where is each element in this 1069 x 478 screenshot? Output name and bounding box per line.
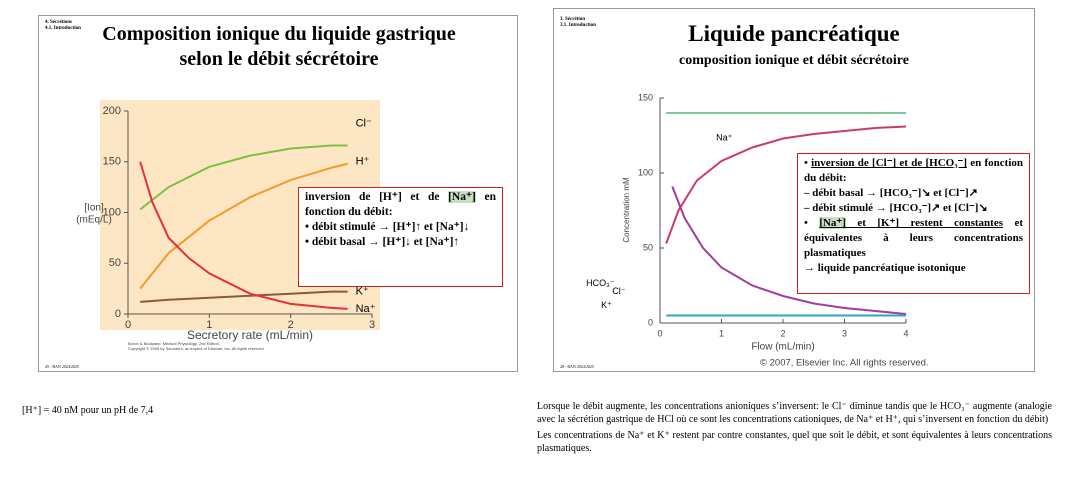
- y-tick-label: 100: [103, 206, 121, 218]
- series-label: K⁺: [601, 300, 612, 310]
- callout: inversion de [H⁺] et de [Na⁺] en fonctio…: [298, 187, 503, 287]
- header-line: 4.1. Introduction: [45, 26, 81, 31]
- series-line: [665, 125, 907, 244]
- footer: 28 - BAN 2024/2025: [560, 364, 594, 369]
- series-line: [139, 144, 348, 211]
- x-axis-label: Secretory rate (mL/min): [187, 328, 313, 342]
- note: Lorsque le débit augmente, les concentra…: [537, 400, 1052, 455]
- text: •: [804, 217, 820, 229]
- header: 4. Sécrétions 4.1. Introduction: [45, 20, 81, 32]
- callout-line: inversion de [H⁺] et de [Na⁺] en fonctio…: [305, 190, 496, 220]
- highlight: [Na⁺]: [819, 217, 846, 229]
- series-label: HCO₃⁻: [586, 278, 615, 288]
- text: •: [804, 157, 812, 169]
- x-tick-label: 2: [288, 319, 294, 331]
- x-tick-label: 3: [842, 328, 847, 338]
- x-tick-label: 1: [719, 328, 724, 338]
- series-line: [140, 290, 348, 303]
- source: Boron & Boulpaep: Medical Physiology, 2n…: [128, 341, 220, 346]
- footer: 45 - BAN 2024/2025: [45, 364, 79, 369]
- paragraph: Les concentrations de Na⁺ et K⁺ restent …: [537, 430, 1052, 454]
- x-tick-label: 1: [206, 319, 212, 331]
- x-tick-label: 4: [903, 328, 908, 338]
- text: en fonction du débit:: [305, 191, 496, 218]
- callout-line: → liquide pancréatique isotonique: [804, 262, 966, 274]
- y-axis-label: (mEq/L): [76, 215, 112, 226]
- note: [H⁺] = 40 nM pour un pH de 7,4: [22, 405, 154, 416]
- x-tick-label: 3: [369, 319, 375, 331]
- slide-subtitle: composition ionique et débit sécrétoire: [679, 53, 909, 68]
- source: © 2007, Elsevier Inc. All rights reserve…: [760, 358, 929, 369]
- series-label: Na⁺: [716, 132, 733, 142]
- text: et équivalentes à leurs concentrations p…: [804, 217, 1023, 259]
- text: en fonction du débit:: [804, 157, 1024, 184]
- series-label: Cl⁻: [356, 117, 372, 129]
- y-tick-label: 150: [103, 156, 121, 168]
- y-tick-label: 0: [648, 317, 653, 327]
- source: Copyright © 2005 by Saunders, an imprint…: [128, 346, 265, 351]
- y-tick-label: 50: [109, 257, 121, 269]
- series-label: H⁺: [356, 156, 370, 168]
- x-tick-label: 0: [125, 319, 131, 331]
- x-tick-label: 2: [780, 328, 785, 338]
- y-axis-label: [Ion]: [84, 203, 104, 214]
- callout-line: – débit basal → [HCO₃⁻]↘ et [Cl⁻]↗: [804, 187, 978, 199]
- y-tick-label: 0: [115, 308, 121, 320]
- paragraph: Lorsque le débit augmente, les concentra…: [537, 401, 1052, 425]
- series-label: Na⁺: [356, 303, 376, 315]
- underlined: inversion de [Cl⁻] et de [HCO₃⁻]: [811, 157, 967, 169]
- text: inversion de [H⁺] et de: [305, 191, 449, 203]
- y-tick-label: 150: [638, 92, 653, 102]
- callout-line: • inversion de [Cl⁻] et de [HCO₃⁻] en fo…: [804, 156, 1023, 186]
- highlight: [Na⁺]: [448, 191, 476, 203]
- header-line: 3. Sécrétion: [560, 17, 585, 22]
- series-line: [139, 162, 348, 290]
- callout-line: • débit basal → [H⁺]↓ et [Na⁺]↑: [305, 236, 460, 248]
- series-line: [671, 186, 907, 315]
- y-tick-label: 100: [638, 167, 653, 177]
- callout-line: • [Na⁺] et [K⁺] restent constantes et éq…: [804, 216, 1023, 261]
- series-line: [139, 161, 348, 310]
- chart: 0 50 100 150 0 1 2 3 4 Flow (mL/min) Concentration…: [586, 92, 929, 369]
- series-label: K⁺: [356, 286, 369, 298]
- y-tick-label: 50: [643, 242, 653, 252]
- callout-line: – débit stimulé → [HCO₃⁻]↗ et [Cl⁻]↘: [804, 202, 988, 214]
- y-axis-label: Concentration mM: [622, 177, 631, 243]
- callout: • inversion de [Cl⁻] et de [HCO₃⁻] en fo…: [797, 153, 1030, 294]
- header-line: 4. Sécrétions: [45, 20, 72, 25]
- x-tick-label: 0: [657, 328, 662, 338]
- slide-title: Composition ionique du liquide gastrique…: [102, 23, 456, 70]
- callout-line: • débit stimulé → [H⁺]↑ et [Na⁺]↓: [305, 221, 470, 233]
- header: 3. Sécrétion 3.1. Introduction: [560, 17, 596, 29]
- x-axis-label: Flow (mL/min): [751, 342, 814, 353]
- underlined: et [K⁺] restent constantes: [845, 217, 1003, 229]
- header-line: 3.1. Introduction: [560, 23, 596, 28]
- slide-title: Liquide pancréatique: [688, 21, 900, 46]
- series-label: Cl⁻: [612, 286, 625, 296]
- y-tick-label: 200: [103, 105, 121, 117]
